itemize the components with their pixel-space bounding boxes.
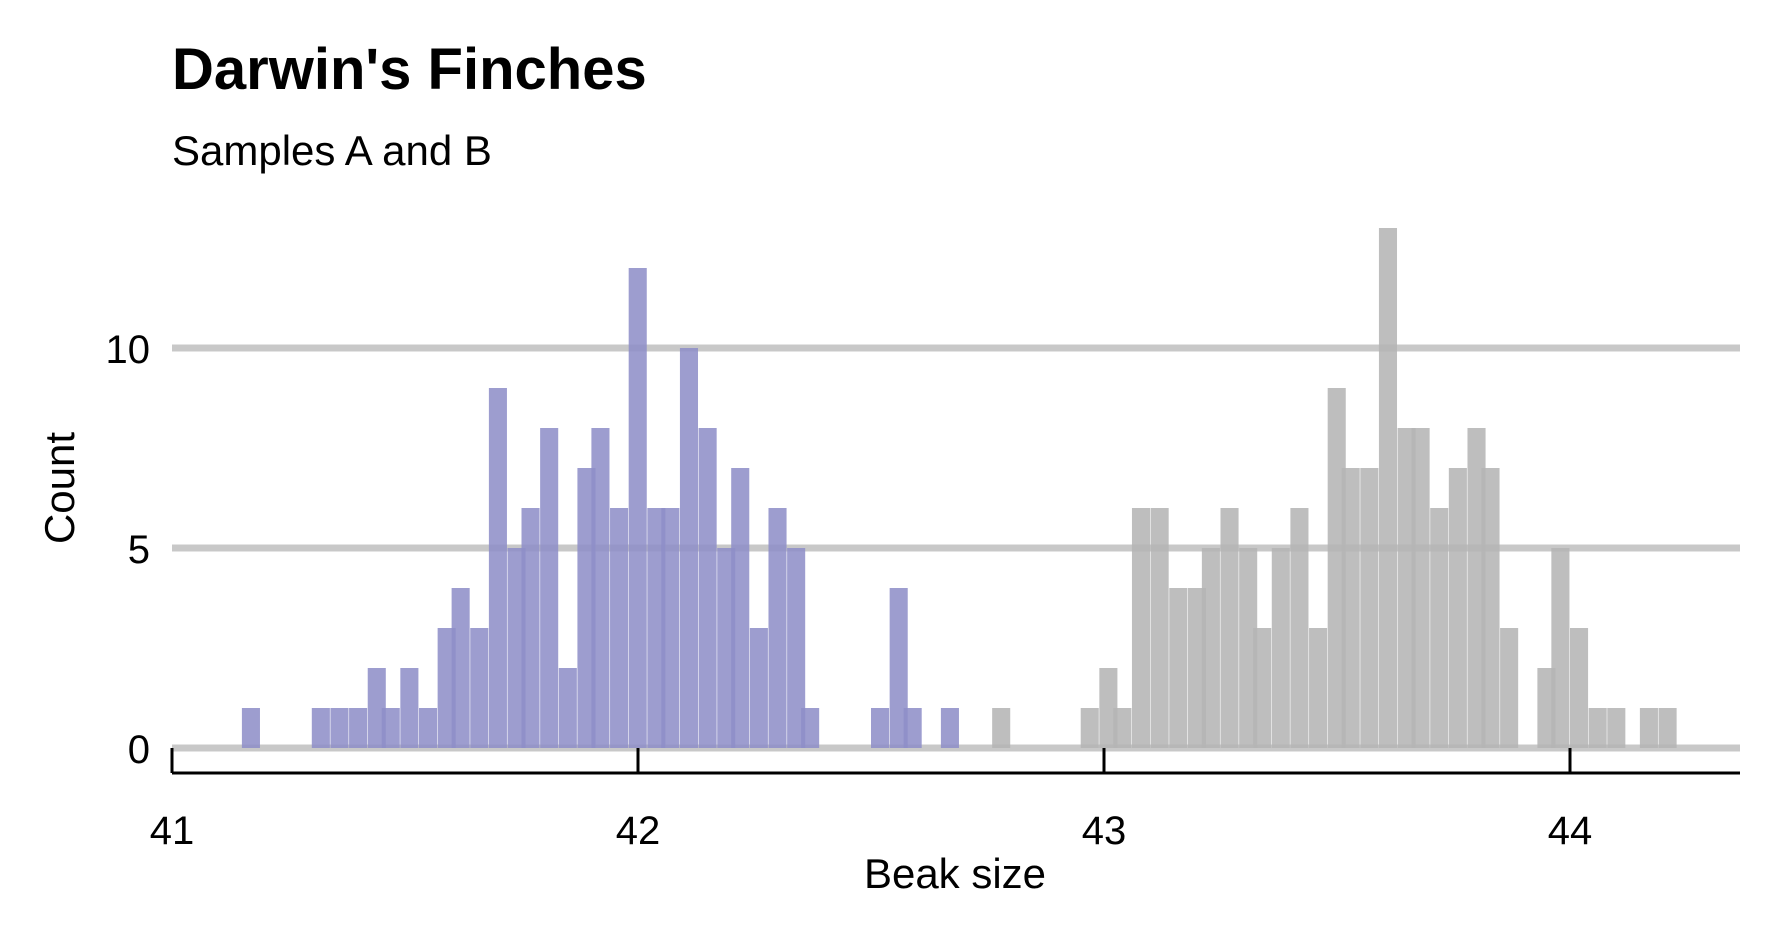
- histogram-bars: [241, 228, 1677, 748]
- histogram-bar: [1341, 468, 1360, 748]
- histogram-bar: [1658, 708, 1677, 748]
- x-axis: [170, 748, 1740, 775]
- histogram-bar: [1481, 468, 1500, 748]
- histogram-bar: [1551, 548, 1570, 748]
- histogram-bar: [787, 548, 806, 748]
- x-tick-label: 41: [150, 809, 195, 853]
- y-tick-label: 10: [106, 328, 151, 372]
- histogram-bar: [1150, 508, 1169, 748]
- histogram-bar: [1169, 588, 1188, 748]
- histogram-bar: [698, 428, 717, 748]
- histogram-bar: [1430, 508, 1449, 748]
- x-axis-title: Beak size: [864, 850, 1046, 897]
- histogram-bar: [488, 388, 507, 748]
- histogram-bar: [768, 508, 787, 748]
- histogram-bar: [749, 628, 768, 748]
- x-tick-label: 43: [1082, 809, 1127, 853]
- histogram-bar: [591, 428, 610, 748]
- histogram-bar: [540, 428, 559, 748]
- histogram-bar: [330, 708, 349, 748]
- histogram-bar: [871, 708, 890, 748]
- histogram-bar: [1080, 708, 1099, 748]
- histogram-bar: [507, 548, 526, 748]
- histogram-bar: [1588, 708, 1607, 748]
- histogram-bar: [1570, 628, 1589, 748]
- histogram-bar: [610, 508, 629, 748]
- histogram-bar: [717, 548, 736, 748]
- histogram-bar: [470, 628, 489, 748]
- axis-labels: 0 5 10 41 42 43 44 Beak size Count: [36, 328, 1592, 897]
- histogram-bar: [1220, 508, 1239, 748]
- histogram-bar: [1537, 668, 1556, 748]
- histogram-bar: [1397, 428, 1416, 748]
- histogram-bar: [451, 588, 470, 748]
- histogram-bar: [801, 708, 820, 748]
- histogram-bar: [437, 628, 456, 748]
- histogram-bar: [1411, 428, 1430, 748]
- histogram-bar: [1131, 508, 1151, 748]
- histogram-bar: [1500, 628, 1519, 748]
- histogram-bar: [1290, 508, 1309, 748]
- chart-subtitle: Samples A and B: [172, 127, 492, 174]
- histogram-bar: [349, 708, 368, 748]
- histogram-bar: [1309, 628, 1328, 748]
- histogram-bar: [661, 508, 680, 748]
- histogram-bar: [628, 268, 647, 748]
- histogram-bar: [1201, 548, 1220, 748]
- chart-title: Darwin's Finches: [172, 37, 647, 102]
- histogram-bar: [381, 708, 400, 748]
- histogram-bar: [521, 508, 540, 748]
- histogram-bar: [1607, 708, 1626, 748]
- histogram-bar: [1378, 228, 1398, 748]
- histogram-bar: [418, 708, 438, 748]
- histogram-bar: [577, 468, 596, 748]
- x-tick-label: 44: [1548, 809, 1593, 853]
- histogram-bar: [1239, 548, 1258, 748]
- histogram-bar: [1448, 468, 1467, 748]
- histogram-bar: [1099, 668, 1118, 748]
- histogram-bar: [400, 668, 419, 748]
- histogram-bar: [647, 508, 666, 748]
- histogram-bar: [1327, 388, 1346, 748]
- histogram-bar: [679, 348, 699, 748]
- histogram-bar: [1639, 708, 1658, 748]
- histogram-bar: [241, 708, 260, 748]
- histogram-bar: [1467, 428, 1486, 748]
- histogram-bar: [992, 708, 1011, 748]
- y-tick-label: 0: [128, 728, 150, 772]
- y-axis-title: Count: [36, 432, 83, 544]
- histogram-bar: [1271, 548, 1290, 748]
- histogram-bar: [311, 708, 330, 748]
- histogram-bar: [1253, 628, 1272, 748]
- histogram-bar: [940, 708, 959, 748]
- x-tick-label: 42: [616, 809, 661, 853]
- histogram-bar: [558, 668, 577, 748]
- histogram-bar: [367, 668, 386, 748]
- histogram-bar: [903, 708, 922, 748]
- histogram-bar: [1113, 708, 1132, 748]
- histogram-bar: [1360, 468, 1379, 748]
- histogram-bar: [1187, 588, 1206, 748]
- histogram-bar: [889, 588, 908, 748]
- y-tick-label: 5: [128, 528, 150, 572]
- histogram-bar: [731, 468, 750, 748]
